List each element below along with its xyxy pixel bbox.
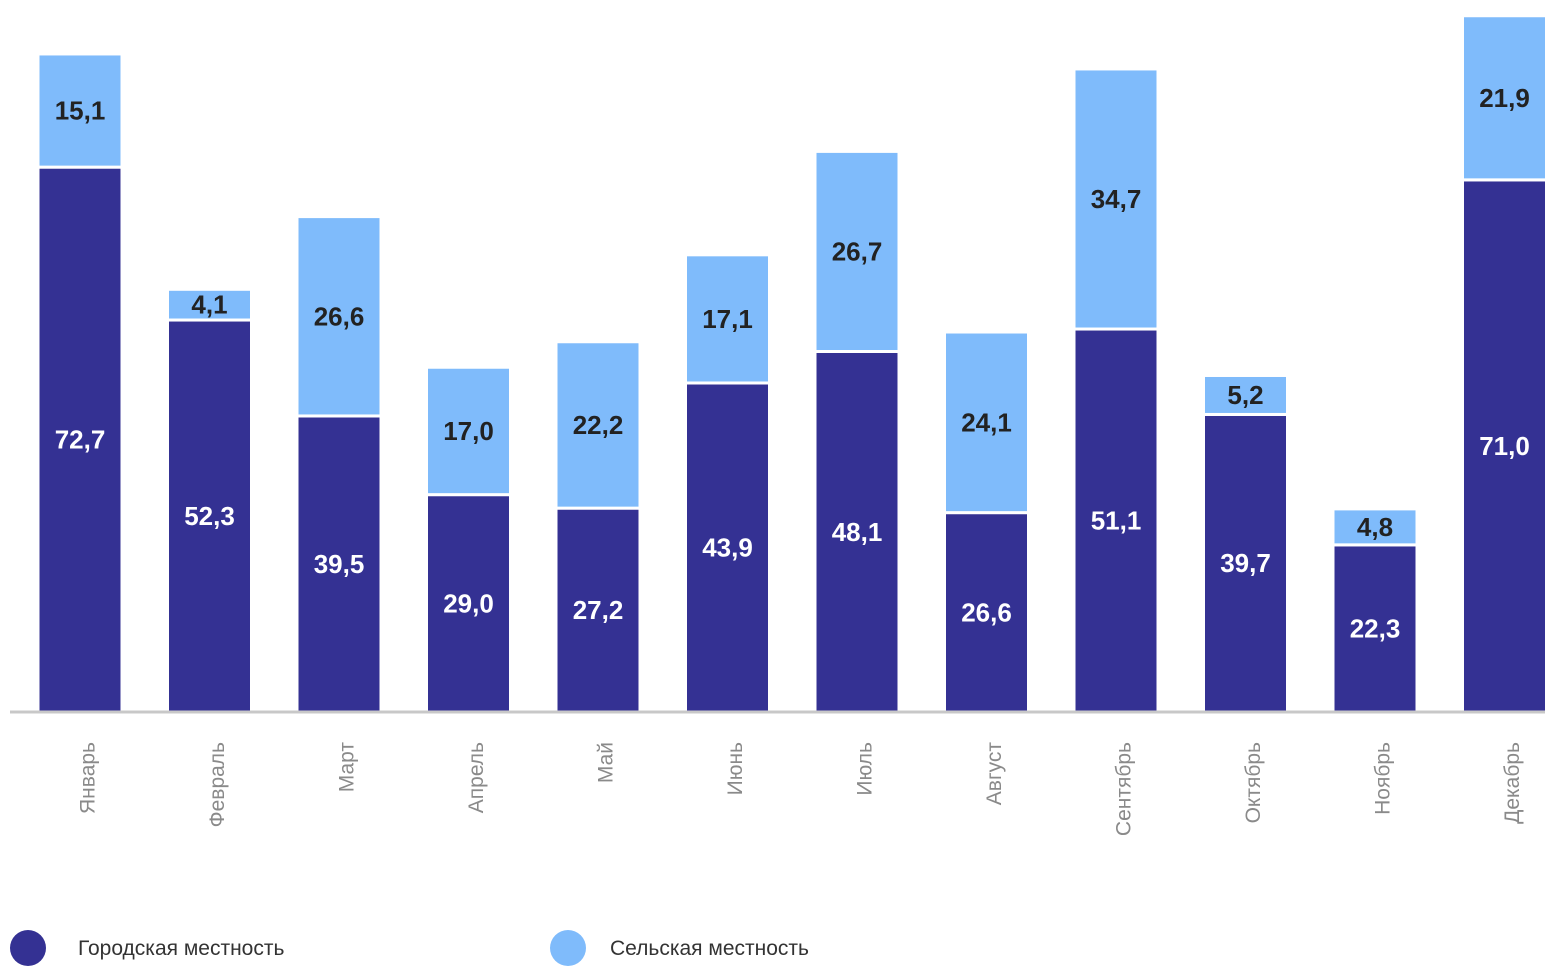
data-label-urban-3: 39,5	[314, 549, 365, 579]
data-label-rural-1: 15,1	[55, 96, 106, 126]
x-tick-label-6: Июнь	[724, 742, 747, 795]
legend-swatch-rural	[550, 930, 586, 966]
data-label-urban-11: 22,3	[1350, 613, 1401, 643]
legend-swatch-urban	[10, 930, 46, 966]
bar-segment-urban-9	[1072, 327, 1160, 714]
data-label-urban-6: 43,9	[702, 532, 753, 562]
data-label-rural-4: 17,0	[443, 416, 494, 446]
bars-layer: 72,7 15,1 52,3 4,1 39,5 26,6 29,0 17,0 27,2 22,2 4…	[36, 14, 1545, 714]
bar-segment-rural-3	[295, 215, 383, 418]
data-label-rural-9: 34,7	[1091, 184, 1142, 214]
bar-segment-urban-6	[684, 381, 771, 714]
bar-segment-rural-9	[1072, 67, 1160, 331]
data-label-rural-6: 17,1	[702, 304, 753, 334]
legend-label-rural: Сельская местность	[610, 937, 809, 960]
data-label-rural-10: 5,2	[1227, 380, 1263, 410]
bar-segment-rural-12	[1461, 14, 1545, 182]
data-label-rural-7: 26,7	[832, 236, 883, 266]
x-tick-label-11: Ноябрь	[1372, 742, 1395, 815]
data-label-urban-2: 52,3	[184, 501, 235, 531]
bar-segment-rural-1	[36, 52, 124, 169]
bar-segment-urban-10	[1202, 412, 1289, 714]
x-tick-label-4: Апрель	[465, 742, 488, 813]
bar-segment-urban-1	[36, 165, 124, 714]
data-label-rural-12: 21,9	[1479, 83, 1530, 113]
bar-segment-rural-8	[943, 330, 1030, 515]
category-labels: Январь Февраль Март Апрель Май Июнь Июль Август…	[77, 742, 1525, 836]
x-tick-label-1: Январь	[77, 742, 100, 814]
bar-segment-rural-7	[813, 149, 901, 354]
bar-segment-rural-10	[1202, 373, 1289, 416]
data-label-urban-9: 51,1	[1091, 506, 1142, 536]
legend: Городская местность Сельская местность	[10, 930, 809, 966]
bar-segment-urban-12	[1461, 178, 1545, 714]
x-tick-label-8: Август	[983, 742, 1006, 806]
bar-segment-urban-11	[1331, 543, 1419, 714]
data-label-urban-10: 39,7	[1220, 548, 1271, 578]
x-tick-label-5: Май	[595, 742, 618, 783]
legend-label-urban: Городская местность	[78, 937, 284, 960]
data-label-rural-11: 4,8	[1357, 512, 1393, 542]
x-tick-label-9: Сентябрь	[1113, 742, 1136, 836]
x-tick-label-2: Февраль	[206, 742, 229, 827]
x-tick-label-10: Октябрь	[1242, 742, 1265, 823]
bar-segment-rural-2	[166, 287, 253, 322]
data-label-urban-8: 26,6	[961, 597, 1012, 627]
data-label-rural-5: 22,2	[573, 410, 624, 440]
x-tick-label-12: Декабрь	[1501, 742, 1524, 824]
data-label-urban-4: 29,0	[443, 588, 494, 618]
x-tick-label-7: Июль	[854, 742, 877, 796]
bar-segment-rural-6	[684, 253, 771, 385]
data-label-rural-8: 24,1	[961, 407, 1012, 437]
data-label-urban-5: 27,2	[573, 595, 624, 625]
data-label-urban-7: 48,1	[832, 517, 883, 547]
bar-segment-rural-11	[1331, 507, 1419, 547]
bar-segment-rural-4	[425, 365, 512, 497]
bar-segment-rural-5	[554, 340, 642, 510]
data-label-urban-12: 71,0	[1479, 431, 1530, 461]
data-label-rural-3: 26,6	[314, 301, 365, 331]
data-label-rural-2: 4,1	[191, 290, 227, 320]
data-label-urban-1: 72,7	[55, 425, 106, 455]
x-tick-label-3: Март	[336, 742, 359, 793]
